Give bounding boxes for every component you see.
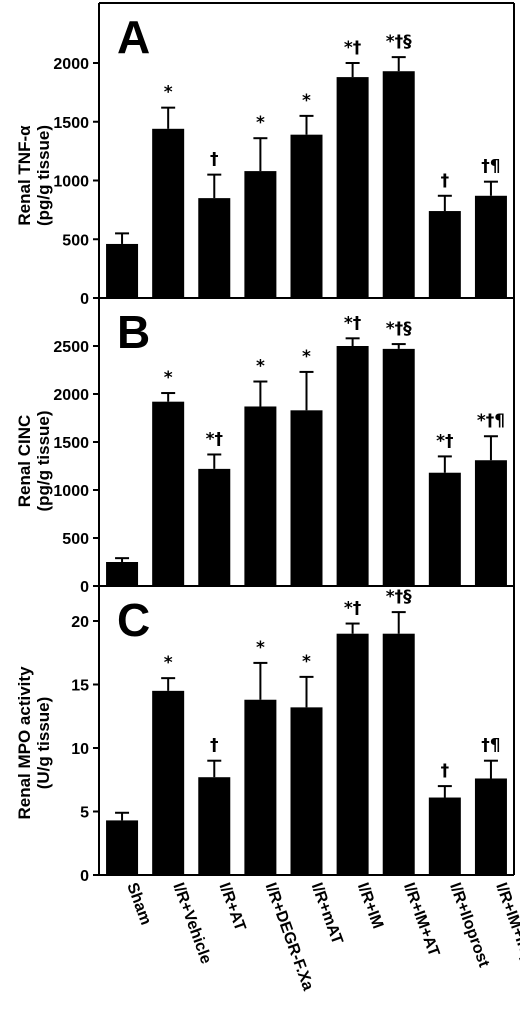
y-tick-label: 2000 [53, 56, 89, 73]
bar [152, 690, 185, 875]
y-tick-label: 0 [80, 868, 89, 885]
y-tick-label: 1000 [53, 174, 89, 191]
y-axis-label: (pg/g tissue) [34, 125, 53, 226]
panel-letter: B [117, 306, 150, 358]
bar [244, 171, 277, 298]
bar [106, 243, 139, 298]
significance-mark: †¶ [481, 157, 500, 177]
y-axis-label: (pg/g tissue) [34, 410, 53, 511]
bar [474, 195, 507, 298]
y-axis-label: Renal CINC [15, 415, 34, 508]
y-tick-label: 5 [80, 805, 89, 822]
bar [336, 346, 369, 586]
bar [428, 211, 461, 298]
significance-mark: *† [206, 429, 223, 449]
bar [290, 707, 323, 875]
bar [152, 128, 185, 298]
significance-mark: * [302, 652, 311, 672]
y-tick-label: 500 [62, 531, 89, 548]
significance-mark: † [210, 150, 219, 170]
y-tick-label: 2500 [53, 339, 89, 356]
y-tick-label: 15 [71, 678, 89, 695]
significance-mark: * [302, 347, 311, 367]
bar [198, 468, 231, 586]
bar [244, 406, 277, 586]
significance-mark: *†§ [386, 32, 412, 52]
y-tick-label: 20 [71, 614, 89, 631]
y-tick-label: 2000 [53, 387, 89, 404]
bar [198, 198, 231, 298]
x-category-label: Sham [123, 881, 154, 928]
significance-mark: † [210, 736, 219, 756]
significance-mark: † [441, 761, 450, 781]
bar [474, 460, 507, 586]
y-tick-label: 500 [62, 232, 89, 249]
significance-mark: * [256, 357, 265, 377]
x-category-label: I/R+IM [354, 881, 386, 932]
panel-c: C 0 5 10 15 20 Renal MPO activity (U/g tissue) *… [15, 587, 514, 885]
panel-letter: A [117, 11, 150, 63]
y-tick-label: 1500 [53, 115, 89, 132]
significance-mark: * [164, 368, 173, 388]
panel-a: A 0 500 1000 1500 2000 Renal TNF-α (pg/g tissue… [15, 11, 514, 308]
y-axis-label: Renal MPO activity [15, 666, 34, 820]
bar [290, 410, 323, 586]
bar [428, 472, 461, 586]
significance-mark: *†§ [386, 587, 412, 607]
y-tick-label: 0 [80, 579, 89, 596]
significance-mark: *†¶ [477, 411, 505, 431]
x-category-label: I/R+Iloprost [446, 881, 492, 971]
significance-mark: * [256, 113, 265, 133]
y-axis-label: Renal TNF-α [15, 125, 34, 226]
panel-b: B 0 500 1000 1500 2000 2500 Renal CINC (pg/g tis… [15, 306, 514, 596]
bar [290, 134, 323, 298]
significance-mark: *† [344, 599, 361, 619]
bar [106, 562, 139, 586]
significance-mark: * [164, 83, 173, 103]
bar [382, 633, 415, 875]
bar [474, 778, 507, 875]
y-tick-label: 10 [71, 741, 89, 758]
bar [152, 401, 185, 586]
y-tick-label: 1500 [53, 435, 89, 452]
significance-mark: †¶ [481, 736, 500, 756]
significance-mark: * [164, 653, 173, 673]
bar [106, 820, 139, 875]
x-category-label: I/R+IM+Iloprost [492, 881, 520, 996]
panel-letter: C [117, 594, 150, 646]
bar [336, 77, 369, 298]
bar [244, 699, 277, 875]
x-category-label: I/R+IM+AT [400, 881, 442, 959]
y-tick-label: 0 [80, 291, 89, 308]
significance-mark: * [302, 91, 311, 111]
x-category-label: I/R+Vehicle [169, 881, 214, 967]
bar [336, 633, 369, 875]
significance-mark: *† [344, 38, 361, 58]
x-category-label: I/R+AT [216, 881, 249, 934]
bar [428, 797, 461, 875]
x-category-label: I/R+mAT [308, 881, 346, 947]
significance-mark: * [256, 638, 265, 658]
significance-mark: *† [344, 313, 361, 333]
x-category-label: I/R+DEGR-F.Xa [262, 881, 317, 993]
significance-mark: † [441, 171, 450, 191]
significance-mark: *† [436, 431, 453, 451]
bar [198, 777, 231, 875]
bar [382, 71, 415, 298]
bar [382, 348, 415, 586]
y-tick-label: 1000 [53, 483, 89, 500]
y-axis-label: (U/g tissue) [34, 697, 53, 790]
significance-mark: *†§ [386, 319, 412, 339]
